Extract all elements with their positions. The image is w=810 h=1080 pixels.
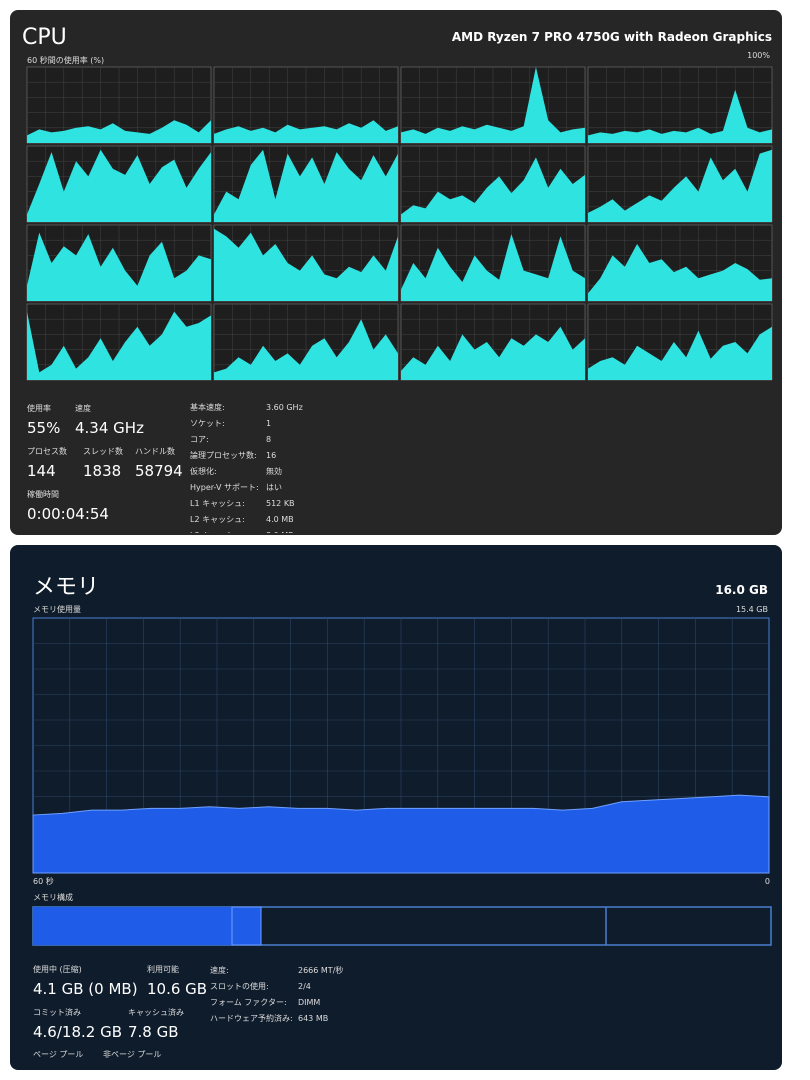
spec-label: 基本速度: (190, 403, 225, 412)
core-usage-area (588, 244, 772, 301)
cpu-model: AMD Ryzen 7 PRO 4750G with Radeon Graphi… (451, 30, 772, 44)
stat-value: 7.8 GB (128, 1023, 179, 1041)
spec-label: L2 キャッシュ: (190, 515, 245, 524)
stat-value: 1838 (83, 462, 122, 480)
stat-label: 非ページ プール (103, 1050, 162, 1059)
stat-value: 0:00:04:54 (27, 505, 109, 523)
core-usage-area (401, 326, 585, 380)
composition-modified (231, 906, 262, 946)
memory-usage-area (32, 794, 770, 874)
core-usage-area (214, 149, 398, 222)
stat-label: 速度 (75, 404, 91, 413)
stat-value: 144 (27, 462, 56, 480)
stat-value: 58794 (135, 462, 183, 480)
stat-label: キャッシュ済み (128, 1008, 184, 1017)
stat-value: 55% (27, 419, 61, 437)
stat-label: 使用中 (圧縮) (33, 965, 82, 974)
stat-label: コミット済み (33, 1008, 81, 1017)
core-usage-area (588, 149, 772, 222)
spec-label: L3 キャッシュ: (190, 531, 245, 540)
spec-label: 速度: (210, 966, 229, 975)
spec-label: 仮想化: (190, 467, 217, 476)
spec-label: ハードウェア予約済み: (210, 1014, 293, 1023)
composition-in-use (33, 907, 232, 945)
spec-label: 論理プロセッサ数: (190, 451, 257, 460)
spec-label: コア: (190, 435, 209, 444)
core-usage-area (27, 149, 211, 222)
stat-value: 4.1 GB (0 MB) (33, 980, 138, 998)
spec-label: L1 キャッシュ: (190, 499, 245, 508)
core-usage-area (27, 232, 211, 301)
core-usage-area (401, 157, 585, 222)
stat-label: 使用率 (27, 404, 51, 413)
core-usage-area (588, 89, 772, 143)
core-usage-area (401, 234, 585, 301)
stat-label: ハンドル数 (135, 447, 175, 456)
spec-label: フォーム ファクター: (210, 998, 287, 1007)
spec-value: 643 MB (298, 1014, 329, 1023)
core-usage-area (27, 120, 211, 143)
spec-value: 3.60 GHz (266, 403, 303, 412)
core-usage-area (214, 228, 398, 301)
x-end: 0 (764, 877, 770, 886)
graph-max: 100% (747, 51, 770, 60)
core-usage-area (27, 311, 211, 380)
spec-value: 1 (266, 419, 272, 428)
spec-value: 512 KB (266, 499, 295, 508)
spec-label: Hyper-V サポート: (190, 483, 259, 492)
spec-value: 16 (266, 451, 277, 460)
memory-title: メモリ (33, 575, 100, 600)
x-start: 60 秒 (33, 877, 54, 886)
spec-value: DIMM (298, 998, 321, 1007)
core-usage-area (214, 319, 398, 380)
graph-label: 60 秒間の使用率 (%) (27, 56, 105, 65)
stat-value: 4.34 GHz (75, 419, 144, 437)
graph-label: メモリ使用量 (33, 605, 81, 614)
spec-value: 無効 (266, 467, 282, 476)
stat-value: 10.6 GB (147, 980, 208, 998)
stat-label: 稼働時間 (27, 490, 59, 499)
graph-max: 15.4 GB (735, 605, 768, 614)
spec-value: 8.0 MB (266, 531, 294, 540)
stat-label: プロセス数 (27, 447, 67, 456)
spec-label: スロットの使用: (210, 982, 269, 991)
spec-label: ソケット: (190, 419, 225, 428)
spec-value: 4.0 MB (266, 515, 294, 524)
stat-value: 4.6/18.2 GB (33, 1023, 122, 1041)
spec-value: 8 (266, 435, 272, 444)
cpu-title: CPU (22, 25, 67, 50)
memory-total: 16.0 GB (715, 583, 768, 597)
spec-value: はい (266, 483, 282, 492)
stat-label: ページ プール (33, 1050, 84, 1059)
core-usage-area (588, 326, 772, 380)
core-usage-area (214, 120, 398, 143)
spec-value: 2/4 (298, 982, 311, 991)
composition-label: メモリ構成 (33, 893, 73, 902)
core-usage-area (401, 67, 585, 143)
stat-label: 利用可能 (147, 965, 179, 974)
stat-label: スレッド数 (83, 447, 123, 456)
spec-value: 2666 MT/秒 (298, 966, 344, 975)
